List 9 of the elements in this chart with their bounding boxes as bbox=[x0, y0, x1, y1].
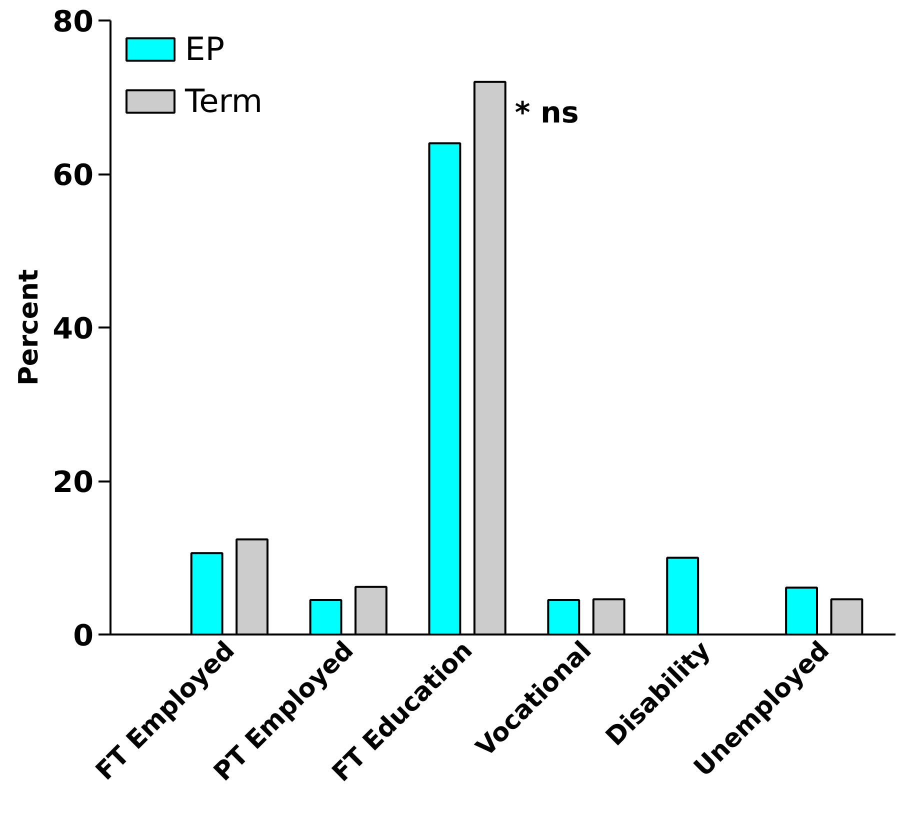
legend-label: Term bbox=[185, 82, 263, 120]
y-tick-label: 20 bbox=[52, 465, 94, 499]
legend-label: EP bbox=[185, 30, 225, 68]
y-tick-label: 60 bbox=[52, 158, 94, 192]
y-tick-label: 40 bbox=[52, 312, 94, 346]
y-tick-label: 0 bbox=[73, 618, 94, 652]
y-tick-label: 80 bbox=[52, 4, 94, 38]
y-axis-title: Percent bbox=[14, 269, 45, 386]
annotation: * ns bbox=[514, 96, 579, 130]
